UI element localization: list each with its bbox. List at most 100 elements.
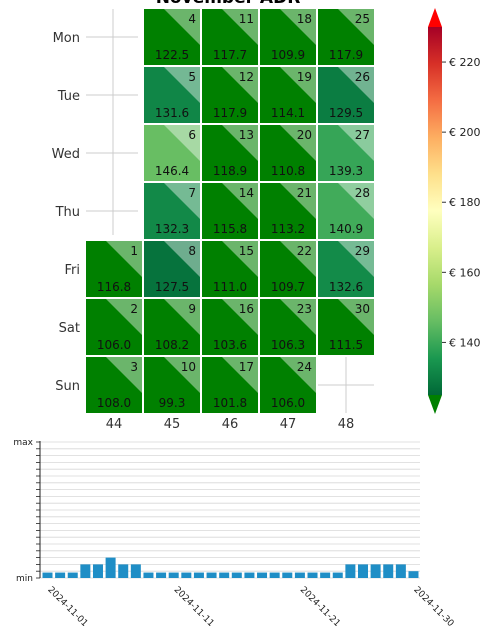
cell-value-label: 132.6 (329, 280, 363, 294)
weekday-label: Sat (59, 321, 80, 336)
bar (257, 572, 268, 578)
cell-corner (222, 125, 258, 161)
bar-y-tick-label: min (16, 574, 33, 584)
cell-day-label: 10 (181, 360, 196, 374)
bar (345, 564, 356, 578)
bar (92, 564, 103, 578)
cell-fill (318, 125, 374, 181)
colorbar-gradient (428, 27, 442, 395)
cell-corner (338, 241, 374, 277)
cell-value-label: 132.3 (155, 222, 189, 236)
cell-day-label: 30 (355, 302, 370, 316)
bar (168, 572, 179, 578)
cell-fill (86, 299, 142, 355)
colorbar-over-triangle (428, 8, 442, 27)
calendar-cell: 6 146.4 (144, 125, 200, 181)
cell-corner (338, 67, 374, 103)
bar (193, 572, 204, 578)
cell-fill (202, 357, 258, 413)
cell-corner (338, 125, 374, 161)
bar-x-tick-label: 2024-11-11 (172, 585, 216, 626)
cell-value-label: 117.9 (329, 48, 363, 62)
calendar-cell: 9 108.2 (144, 299, 200, 355)
cell-day-label: 8 (188, 244, 196, 258)
cell-corner (280, 241, 316, 277)
cell-fill (318, 299, 374, 355)
cell-fill (202, 241, 258, 297)
bar (118, 564, 129, 578)
cell-corner (222, 357, 258, 393)
cell-fill (144, 9, 200, 65)
bar (130, 564, 141, 578)
cell-fill (260, 299, 316, 355)
cell-corner (222, 9, 258, 45)
cell-corner (222, 299, 258, 335)
weekday-label: Wed (52, 147, 80, 162)
calendar-cell: 14 115.8 (202, 183, 258, 239)
calendar-cell: 26 129.5 (318, 67, 374, 123)
cell-corner (338, 9, 374, 45)
cell-day-label: 24 (297, 360, 312, 374)
cell-value-label: 106.0 (271, 396, 305, 410)
cell-day-label: 27 (355, 128, 370, 142)
cell-corner (338, 183, 374, 219)
calendar-cell: 15 111.0 (202, 241, 258, 297)
cell-fill (318, 183, 374, 239)
cell-day-label: 20 (297, 128, 312, 142)
calendar-cell: 11 117.7 (202, 9, 258, 65)
colorbar-ticks: € 140 € 160 € 180 € 200 € 220 (442, 56, 481, 349)
cell-corner (164, 241, 200, 277)
colorbar-tick-label: € 140 (449, 336, 481, 349)
cell-value-label: 118.9 (213, 164, 247, 178)
cell-day-label: 2 (130, 302, 138, 316)
cell-fill (318, 67, 374, 123)
cell-value-label: 139.3 (329, 164, 363, 178)
bar (320, 572, 331, 578)
cell-corner (164, 67, 200, 103)
cell-day-label: 14 (239, 186, 254, 200)
calendar-cell: 29 132.6 (318, 241, 374, 297)
cell-fill (144, 241, 200, 297)
cell-day-label: 1 (130, 244, 138, 258)
cell-value-label: 108.0 (97, 396, 131, 410)
cell-day-label: 7 (188, 186, 196, 200)
cell-fill (144, 125, 200, 181)
cell-value-label: 109.9 (271, 48, 305, 62)
bar-x-tick-label: 2024-11-21 (298, 585, 342, 626)
bar (269, 572, 280, 578)
weekday-label: Tue (57, 89, 80, 104)
cell-value-label: 101.8 (213, 396, 247, 410)
cell-value-label: 103.6 (213, 338, 247, 352)
bar (358, 564, 368, 578)
calendar-cell: 22 109.7 (260, 241, 316, 297)
cell-fill (144, 299, 200, 355)
cell-day-label: 29 (355, 244, 370, 258)
colorbar-tick-label: € 200 (449, 126, 481, 139)
bar (307, 572, 318, 578)
cell-corner (164, 125, 200, 161)
calendar-cell: 10 99.3 (144, 357, 200, 413)
bar (294, 572, 305, 578)
cell-value-label: 99.3 (159, 396, 186, 410)
cell-corner (280, 125, 316, 161)
cell-fill (318, 9, 374, 65)
bar (244, 572, 255, 578)
cell-fill (86, 357, 142, 413)
cell-fill (260, 241, 316, 297)
cell-day-label: 5 (188, 70, 196, 84)
bar-x-tick-label: 2024-11-01 (45, 585, 89, 626)
cell-day-label: 13 (239, 128, 254, 142)
bar (219, 572, 230, 578)
cell-value-label: 117.9 (213, 106, 247, 120)
cell-corner (222, 241, 258, 277)
calendar-cell: 3 108.0 (86, 357, 142, 413)
calendar-cell: 4 122.5 (144, 9, 200, 65)
weekday-label: Thu (55, 205, 80, 220)
bar (55, 572, 66, 578)
bar (156, 572, 167, 578)
colorbar-under-triangle (428, 395, 442, 414)
calendar-cell: 5 131.6 (144, 67, 200, 123)
bar (206, 572, 217, 578)
colorbar-tick-label: € 160 (449, 266, 481, 279)
